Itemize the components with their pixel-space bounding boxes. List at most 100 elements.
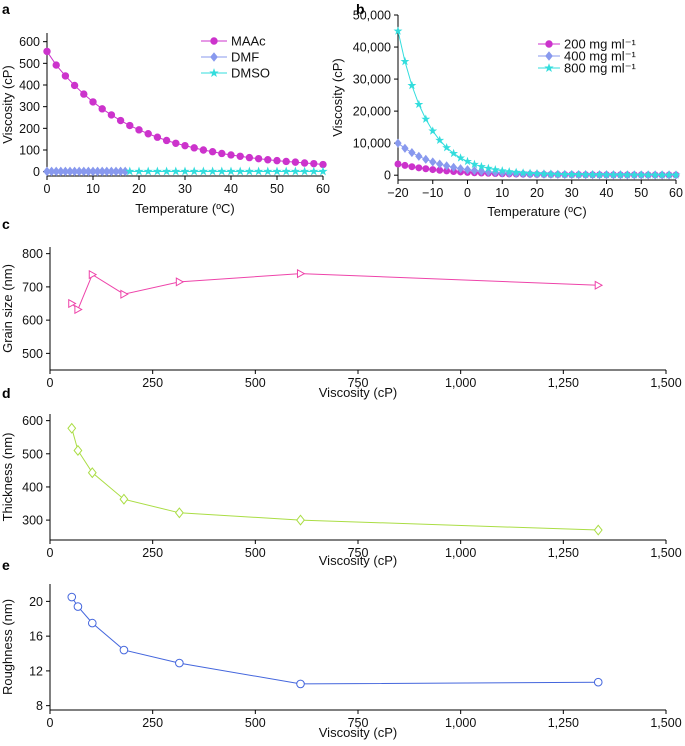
data-point [581,169,591,179]
x-tick-label: 40 [600,186,614,200]
x-tick-label: 250 [142,716,163,730]
data-point [296,679,305,689]
y-axis-title: Thickness (nm) [0,433,15,522]
chart-panel-c: c 0 250 500 750 1,000 1,250 1,500 500 600 700 800 Vi… [0,216,682,400]
series-line [71,596,599,685]
y-tick-label: 0 [33,165,40,179]
data-point [490,165,500,174]
x-tick-label: 1,000 [445,546,476,560]
y-tick-label: 200 [19,122,40,136]
data-point [254,154,263,163]
series-line [71,428,599,531]
y-tick-label: 400 [19,79,40,93]
legend-swatch-marker [210,37,218,45]
x-tick-label: 1,250 [548,716,579,730]
data-point [116,116,125,125]
panel-letter-a: a [2,1,10,17]
data-point [593,524,603,536]
y-tick-label: 20,000 [353,105,391,119]
x-tick-label: 750 [348,546,369,560]
data-point [263,166,273,176]
data-point [567,169,577,179]
x-tick-label: 250 [142,546,163,560]
data-point [143,166,153,176]
data-point [70,81,79,90]
data-point [594,280,604,290]
y-tick-label: 20 [29,595,43,609]
data-point [401,161,409,169]
series-0 [68,268,604,315]
legend-swatch-marker [210,52,218,62]
data-point [281,166,291,176]
x-tick-label: 0 [47,546,54,560]
data-point [400,56,410,66]
series-dmso [125,166,328,176]
data-point [436,159,444,169]
x-tick-label: 0 [47,716,54,730]
panel-letter-d: d [2,385,11,401]
y-tick-label: 500 [19,57,40,71]
y-tick-label: 600 [19,35,40,49]
data-point [87,467,97,479]
data-point [408,148,416,158]
x-tick-label: 30 [565,186,579,200]
legend-entry: DMSO [231,66,270,81]
x-tick-label: 750 [348,376,369,390]
data-point [73,602,83,611]
series-line [71,273,599,311]
series-dmf [43,166,130,177]
legend-entry: 200 mg ml⁻¹ [564,37,637,52]
data-point [483,163,493,173]
data-point [98,105,106,113]
series-0 [67,592,603,689]
panel-letter-c: c [2,216,10,232]
data-point [272,166,282,176]
data-point [134,166,144,176]
data-point [282,157,290,166]
x-tick-label: 250 [142,376,163,390]
data-point [73,444,83,457]
data-point [497,166,507,175]
x-tick-label: 0 [47,376,54,390]
data-point [67,592,77,602]
data-point [74,304,83,315]
data-point [107,111,116,119]
data-point [310,159,318,168]
data-point [309,166,319,176]
x-tick-label: 30 [178,182,192,196]
data-point [511,167,521,177]
y-tick-label: 700 [22,280,43,294]
x-tick-label: 1,250 [548,376,579,390]
data-point [162,136,171,145]
legend-swatch-marker [544,63,554,72]
data-point [449,162,458,172]
x-tick-label: 20 [530,186,544,200]
data-point [463,156,472,166]
data-point [429,157,437,167]
y-tick-label: 600 [22,414,43,428]
y-tick-label: 8 [36,699,43,713]
y-tick-label: 100 [19,144,40,158]
data-point [393,26,403,35]
legend-swatch-marker [545,51,553,61]
y-axis-title: Viscosity (cP) [330,58,345,137]
data-point [318,166,328,176]
legend-swatch-marker [545,40,553,48]
x-tick-label: 0 [464,186,471,200]
data-point [428,126,438,135]
x-tick-label: 60 [669,186,683,200]
data-point [119,493,129,505]
data-point [476,161,486,171]
data-point [456,153,465,162]
data-point [52,61,60,69]
data-point [422,154,430,164]
chart-panel-a: a0 10 20 30 40 50 600100200300400500600Tempera… [0,1,330,216]
legend-entry: MAAc [231,34,266,49]
series-800-mg-ml- [393,26,681,179]
y-tick-label: 40,000 [353,41,391,55]
legend-entry: 400 mg ml⁻¹ [564,49,637,64]
data-point [235,166,245,176]
data-point [227,151,235,159]
data-point [650,170,660,179]
